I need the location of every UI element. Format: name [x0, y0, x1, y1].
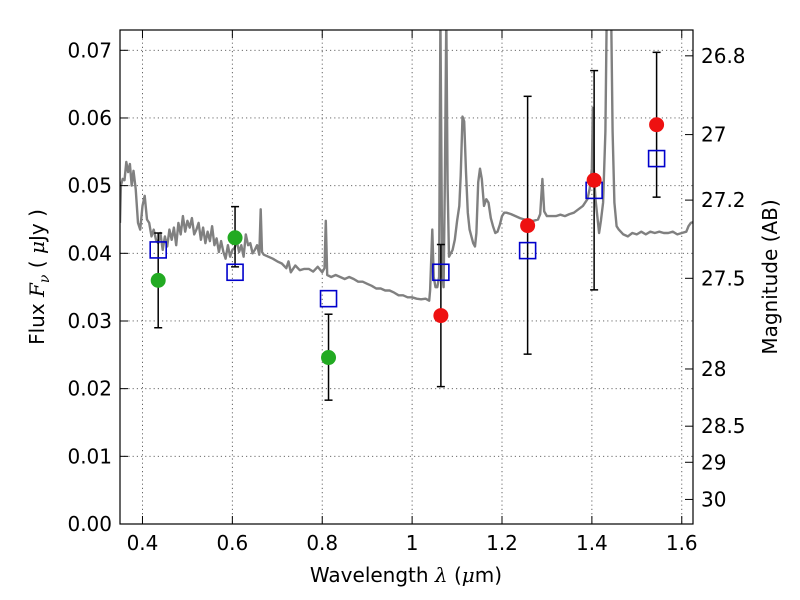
y-tick-label: 0.01: [67, 444, 112, 468]
x-tick-label: 1.6: [666, 531, 698, 555]
grid: [120, 30, 693, 524]
y-tick-label: 0.03: [67, 309, 112, 333]
model-photometry-square: [226, 263, 244, 282]
model-photometry-square: [647, 149, 666, 168]
y-axis-label: Flux Fν ( μJy ): [25, 209, 53, 345]
mag-tick-label: 27: [701, 123, 726, 147]
nir-obs-point: [649, 117, 665, 133]
x-axis-label: Wavelength λ (μm): [310, 563, 502, 587]
x-tick-label: 0.8: [306, 531, 338, 555]
y-tick-label: 0.02: [67, 377, 112, 401]
markers: [149, 117, 666, 366]
plot-background: [120, 30, 693, 524]
ticks: 0.4 0.6 0.8 1 1.2 1.4 1.6 0.00 0.01 0.02 0.03 0.04 0…: [67, 30, 746, 555]
model-spectrum-line: [120, 30, 693, 302]
model-photometry-square: [518, 241, 537, 260]
y-axis-right-label: Magnitude (AB): [758, 199, 782, 354]
mag-tick-label: 28.5: [701, 414, 746, 438]
mag-tick-label: 27.2: [701, 188, 746, 212]
plot-frame: [119, 29, 694, 525]
plot-area: [120, 30, 693, 302]
x-tick-label: 0.4: [127, 531, 159, 555]
nir-obs-point: [586, 172, 602, 188]
optical-obs-point: [321, 350, 337, 366]
y-tick-label: 0.07: [67, 38, 112, 62]
mag-tick-label: 26.8: [701, 44, 746, 68]
x-tick-label: 1: [406, 531, 419, 555]
nir-obs-point: [433, 308, 449, 324]
x-tick-label: 1.2: [486, 531, 518, 555]
mag-tick-label: 27.5: [701, 266, 746, 290]
y-tick-label: 0.05: [67, 174, 112, 198]
model-photometry-square: [319, 289, 338, 308]
x-tick-label: 0.6: [216, 531, 248, 555]
optical-obs-point: [150, 272, 166, 288]
x-tick-label: 1.4: [576, 531, 608, 555]
model-photometry-square: [149, 241, 167, 259]
mag-tick-label: 28: [701, 357, 726, 381]
optical-obs-point: [227, 230, 243, 246]
y-tick-label: 0.00: [67, 512, 112, 536]
mag-tick-label: 29: [701, 450, 726, 474]
mag-tick-label: 30: [701, 487, 726, 511]
y-tick-label: 0.06: [67, 106, 112, 130]
model-photometry-square: [432, 263, 450, 282]
y-tick-label: 0.04: [67, 241, 112, 265]
nir-obs-point: [520, 218, 536, 234]
